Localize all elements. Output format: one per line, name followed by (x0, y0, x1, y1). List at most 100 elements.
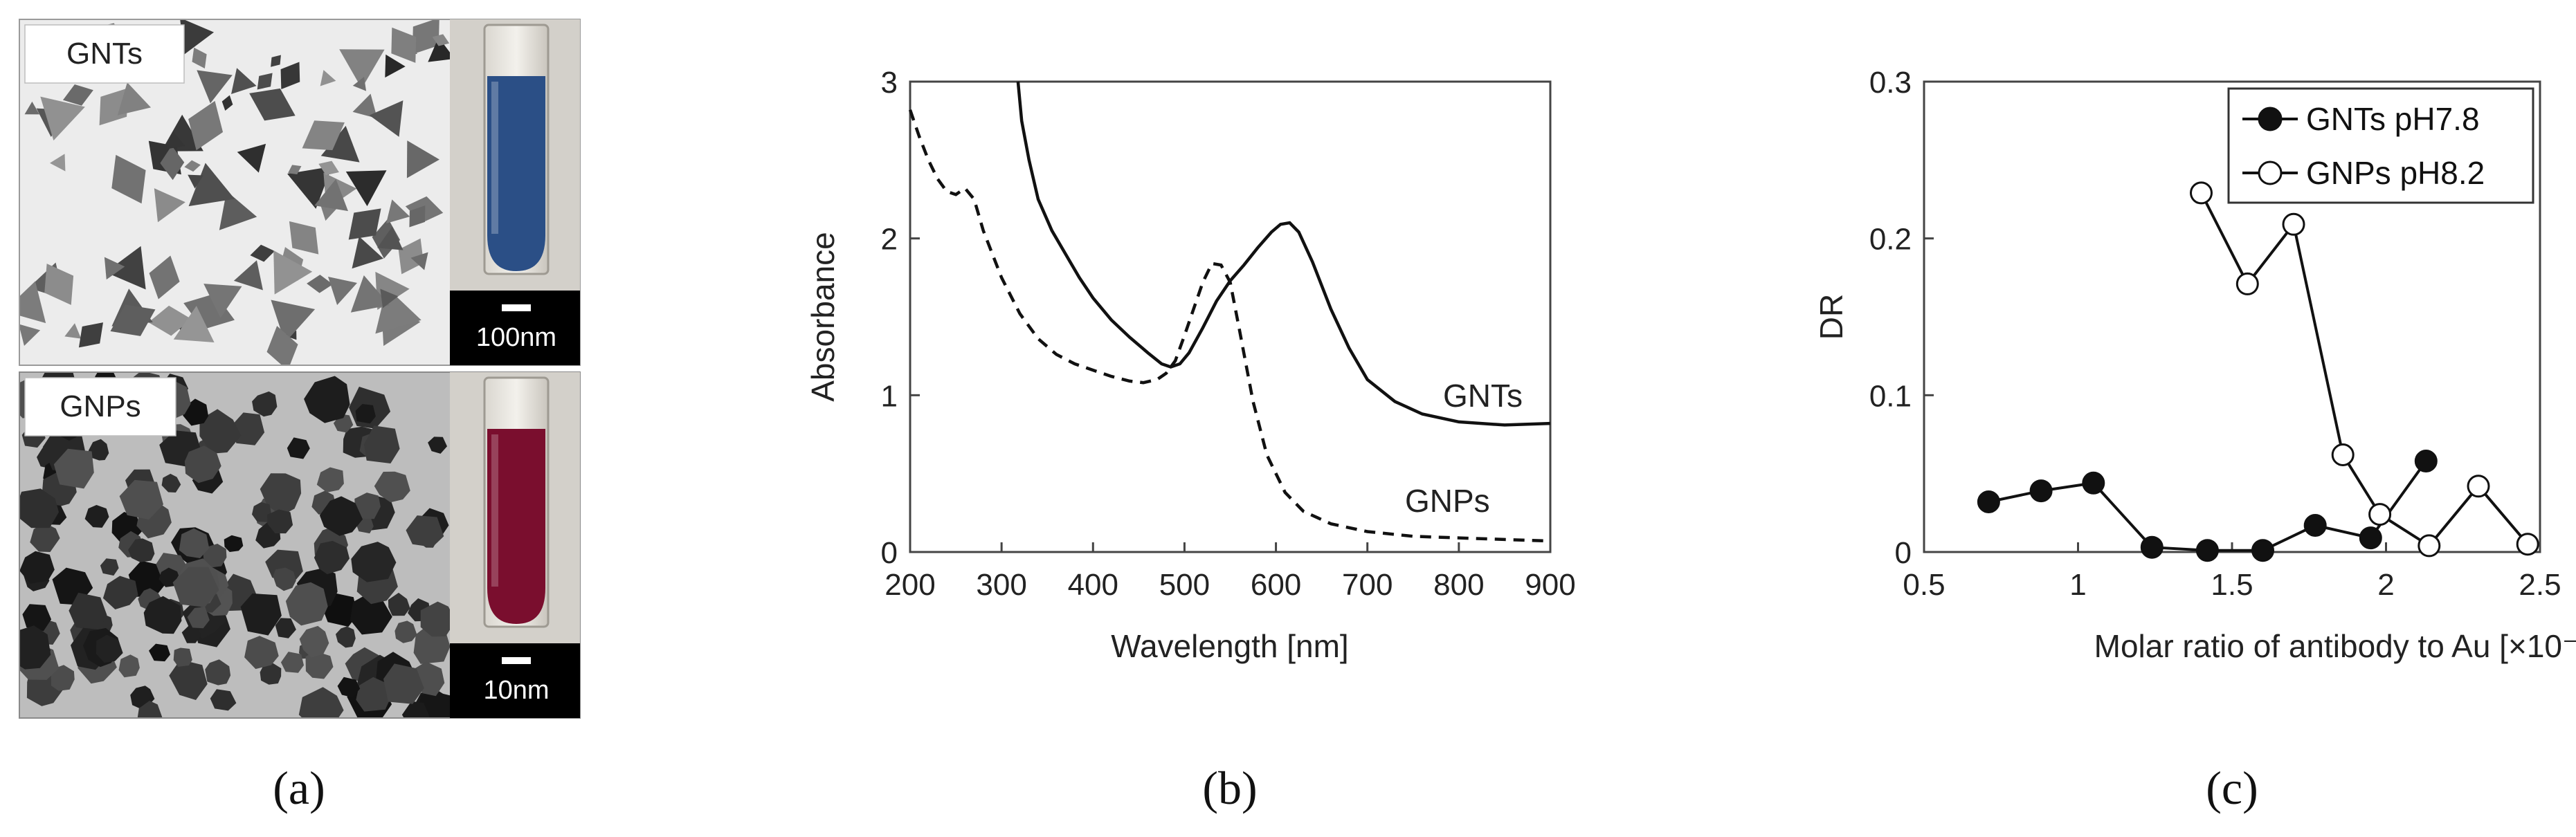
gnt-particle (345, 170, 387, 207)
gnp-particle (30, 522, 60, 552)
gnp-particle (406, 515, 444, 547)
b-ytick-label: 0 (881, 536, 898, 570)
gnt-particle (188, 100, 224, 151)
gnts-vial-photo: 100nm (450, 19, 580, 365)
gnp-particle (172, 567, 219, 607)
gnt-particle (302, 120, 345, 151)
c-ytick-label: 0.3 (1869, 66, 1912, 100)
gnp-particle (187, 607, 210, 629)
gnp-particle (355, 404, 376, 424)
gnt-particle (280, 62, 300, 90)
gnt-particle (105, 246, 146, 290)
gnp-particle (22, 604, 52, 632)
gnt-particle (184, 160, 201, 172)
b-ytick-label: 3 (881, 66, 898, 100)
gnp-particle (298, 687, 344, 718)
gnt-particle (339, 49, 385, 89)
gnt-particle (117, 82, 152, 116)
gnp-particle (51, 665, 75, 691)
gnt-particle (203, 284, 242, 318)
gnp-particle (305, 651, 334, 679)
gnt-particle (183, 293, 235, 330)
gnp-particle (210, 689, 237, 711)
gnp-particle (420, 601, 456, 637)
gnp-particle (240, 593, 282, 636)
gnp-particle (128, 560, 166, 597)
gnp-particle (203, 544, 227, 568)
legend-marker-gnps (2258, 160, 2283, 185)
gnp-particle (374, 471, 410, 503)
point-gnts-ph78 (2082, 471, 2105, 495)
gnt-particle (221, 95, 233, 111)
point-gnps-ph82 (2331, 443, 2355, 466)
scale-bar-10nm (502, 657, 531, 664)
gnt-particle (320, 70, 336, 86)
gnt-particle (44, 264, 74, 305)
gnt-particle (273, 250, 313, 295)
gnt-particle (179, 19, 215, 55)
gnt-particle (386, 199, 410, 224)
gnp-particle (394, 620, 417, 643)
gnp-particle (304, 376, 350, 423)
y-axis-label-b: Absorbance (805, 232, 841, 402)
point-gnts-ph78 (2414, 450, 2438, 472)
series-line-gnts (1016, 81, 1551, 427)
legend-label-gnps: GNPs pH8.2 (2306, 155, 2485, 191)
c-xtick-label: 0.5 (1903, 568, 1945, 602)
point-gnts-ph78 (2195, 539, 2219, 562)
gnp-particle (267, 509, 293, 534)
gnp-particle (273, 567, 296, 591)
gnt-particle (409, 205, 426, 228)
point-gnps-ph82 (2368, 503, 2392, 526)
gnt-particle (19, 281, 46, 324)
point-gnps-ph82 (2235, 272, 2259, 295)
c-ytick-label: 0 (1895, 536, 1912, 570)
point-gnts-ph78 (2251, 539, 2274, 562)
gnt-particle (62, 84, 93, 106)
b-xtick-label: 600 (1251, 568, 1301, 602)
gnp-particle (149, 643, 170, 662)
gnt-particle (369, 100, 403, 137)
gnts-label-box (24, 24, 185, 84)
gnt-particle (320, 125, 360, 163)
c-xtick-label: 1 (2069, 568, 2086, 602)
gnt-particle (49, 154, 66, 172)
gnt-particle (348, 208, 381, 240)
b-xtick-label: 400 (1068, 568, 1118, 602)
gnt-particle (104, 257, 125, 280)
gnt-particle (154, 188, 185, 223)
gnp-particle (179, 528, 210, 558)
series-line-gnps (908, 109, 1551, 543)
point-gnts-ph78 (2140, 535, 2164, 559)
c-ytick-label: 0.2 (1869, 223, 1912, 257)
gnp-particle (260, 473, 302, 516)
gnt-particle (377, 226, 403, 250)
gnt-particle (350, 275, 390, 313)
gnt-particle (410, 252, 428, 270)
gnp-particle (280, 652, 304, 673)
gnt-particle (287, 166, 332, 209)
c-xtick-label: 2 (2377, 568, 2394, 602)
gnt-particle (160, 145, 185, 181)
gnp-particle (19, 551, 55, 584)
gnt-particle (412, 19, 439, 55)
point-gnps-ph82 (2467, 475, 2490, 498)
gnp-particle (350, 594, 392, 635)
gnt-particle (385, 54, 406, 78)
panel-a: GNTs 100nm GNPs 10n (19, 19, 581, 814)
gnp-particle (137, 701, 163, 718)
point-gnps-ph82 (2190, 181, 2213, 205)
b-xtick-label: 300 (976, 568, 1026, 602)
gnp-particle (173, 647, 192, 667)
gnt-particle (231, 68, 257, 95)
gnt-particle (352, 76, 367, 91)
gnt-particle (110, 304, 156, 336)
plot-frame-b (909, 80, 1552, 553)
gnp-particle (319, 496, 363, 536)
b-ytick-label: 2 (881, 223, 898, 257)
gnp-particle (205, 659, 231, 686)
gnp-particle (69, 592, 107, 632)
legend-label-gnts: GNTs pH7.8 (2306, 101, 2480, 137)
